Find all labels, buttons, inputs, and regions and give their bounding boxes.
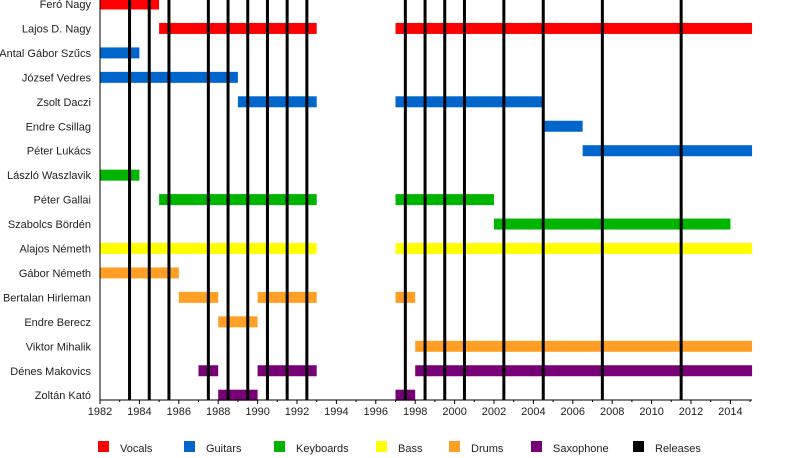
member-bar [218,389,258,401]
member-label: Péter Gallai [34,195,91,207]
legend-label-guitars: Guitars [206,443,242,455]
legend-label-releases: Releases [655,443,701,455]
member-label: Péter Lukács [27,146,92,158]
legend: Vocals Guitars Keyboards Bass Drums Saxophone… [98,441,701,455]
member-label: Szabolcs Bördén [8,219,91,231]
member-label: Endre Csillag [26,121,91,133]
member-bar [237,96,317,108]
member-bar [395,243,753,254]
legend-swatch-drums [449,441,460,452]
x-axis: 1982 1984 1986 1988 1990 1992 1994 1996 1998 2000… [88,0,753,418]
member-label: Viktor Mihalik [26,341,92,353]
x-tick-label: 2010 [639,406,663,418]
legend-label-keyboards: Keyboards [296,443,349,455]
member-bar [218,316,258,328]
legend-label-vocals: Vocals [120,443,153,455]
member-bar [100,47,140,59]
x-tick-label: 2004 [521,406,545,418]
release-lines [128,0,683,400]
member-bar [543,120,583,132]
member-bar [100,169,140,181]
x-tick-label: 2006 [561,406,585,418]
member-bar [395,96,544,108]
legend-label-saxophone: Saxophone [553,443,609,455]
legend-swatch-bass [376,441,387,452]
legend-swatch-guitars [184,441,195,452]
legend-swatch-saxophone [531,441,542,452]
member-label: Gábor Németh [19,268,91,280]
member-bar [178,291,219,303]
member-label: Dénes Makovics [10,366,91,378]
member-bar [395,22,753,34]
member-label: Lajos D. Nagy [22,23,92,35]
x-tick-label: 1990 [245,406,269,418]
x-tick-label: 1982 [88,406,112,418]
member-bar [100,267,179,279]
member-label: Bertalan Hirleman [3,292,91,304]
x-tick-label: 1998 [403,406,427,418]
member-bar [159,194,317,206]
x-tick-label: 1994 [324,406,348,418]
member-label: Zoltán Kató [35,390,91,402]
member-bar [415,340,753,352]
member-label: Feró Nagy [40,0,92,11]
x-tick-label: 1992 [285,406,309,418]
x-tick-label: 2008 [600,406,624,418]
member-label: József Vedres [22,72,92,84]
legend-swatch-keyboards [274,441,285,452]
x-tick-label: 1996 [364,406,388,418]
legend-label-drums: Drums [471,443,504,455]
x-tick-label: 2012 [679,406,703,418]
member-bar [582,145,753,157]
member-bar [159,22,317,34]
member-label: Endre Berecz [24,317,91,329]
x-tick-label: 2000 [442,406,466,418]
legend-label-bass: Bass [398,443,423,455]
member-label: Antal Gábor Szűcs [0,48,91,60]
member-bar [494,218,731,230]
x-tick-label: 2002 [482,406,506,418]
x-tick-label: 1986 [167,406,191,418]
member-label: László Waszlavik [7,170,91,182]
member-labels: Feró Nagy Lajos D. Nagy Antal Gábor Szűcs J… [0,0,92,402]
x-tick-label: 2014 [718,406,742,418]
legend-swatch-vocals [98,441,109,452]
x-tick-label: 1984 [127,406,151,418]
legend-swatch-releases [633,441,644,452]
member-label: Zsolt Daczi [37,97,91,109]
x-tick-label: 1988 [206,406,230,418]
member-label: Alajos Németh [19,244,91,256]
member-bar [415,365,753,377]
